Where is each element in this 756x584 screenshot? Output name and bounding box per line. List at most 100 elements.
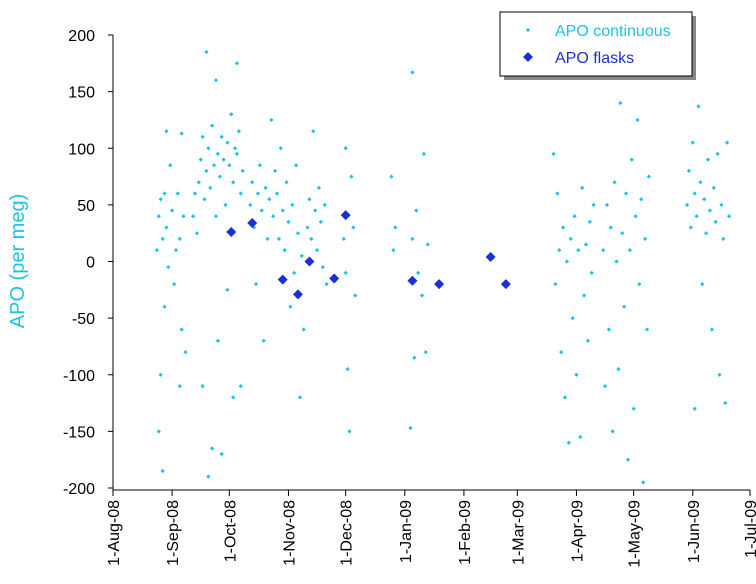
continuous-point (263, 185, 268, 191)
continuous-point (641, 480, 646, 485)
continuous-point (160, 236, 165, 241)
continuous-point (179, 327, 184, 332)
continuous-point (688, 225, 693, 230)
continuous-point (177, 236, 182, 241)
continuous-point (200, 134, 205, 140)
y-tick-label: -150 (63, 424, 95, 441)
continuous-point (646, 174, 652, 179)
continuous-point (698, 180, 703, 185)
continuous-point (269, 117, 274, 123)
continuous-point (173, 248, 179, 253)
y-tick-label: -50 (72, 311, 95, 328)
flask-point (407, 275, 418, 286)
continuous-point (194, 231, 200, 236)
continuous-point (271, 214, 276, 219)
x-tick-label: 1-Mar-09 (510, 500, 527, 565)
continuous-point (206, 146, 211, 151)
continuous-point (709, 327, 714, 332)
continuous-point (700, 282, 705, 287)
continuous-point (225, 140, 230, 145)
legend-label: APO flasks (555, 50, 634, 67)
continuous-point (320, 265, 325, 270)
continuous-point (711, 185, 716, 191)
continuous-point (282, 248, 287, 253)
continuous-point (419, 293, 425, 298)
continuous-point (158, 197, 163, 202)
continuous-point (580, 185, 585, 191)
continuous-point (642, 236, 648, 241)
continuous-point (629, 157, 634, 162)
continuous-point (156, 429, 161, 434)
continuous-point (564, 259, 570, 264)
continuous-point (393, 225, 398, 230)
continuous-point (408, 425, 413, 431)
x-tick-label: 1-May-09 (627, 500, 644, 568)
continuous-point (240, 168, 245, 174)
continuous-point (551, 151, 556, 157)
continuous-point (305, 225, 310, 230)
continuous-point (576, 248, 581, 253)
continuous-point (198, 157, 203, 162)
continuous-point (719, 202, 724, 207)
continuous-point (555, 191, 560, 196)
x-tick-label: 1-Apr-09 (569, 500, 586, 562)
continuous-point (234, 61, 240, 66)
continuous-point (602, 383, 608, 389)
continuous-point (633, 214, 638, 219)
continuous-point (560, 225, 566, 230)
y-tick-label: 200 (68, 28, 95, 45)
continuous-point (425, 242, 430, 247)
continuous-point (570, 316, 575, 321)
continuous-point (639, 197, 644, 202)
continuous-point (215, 338, 221, 343)
continuous-point (196, 180, 201, 185)
continuous-point (276, 236, 282, 241)
continuous-point (410, 236, 415, 241)
x-tick-label: 1-Oct-08 (222, 500, 239, 562)
x-tick-label: 1-Nov-08 (281, 500, 298, 566)
continuous-point (301, 327, 306, 332)
continuous-point (610, 429, 615, 434)
continuous-point (223, 202, 228, 207)
continuous-point (637, 282, 642, 287)
continuous-point (684, 202, 690, 207)
continuous-point (704, 231, 709, 236)
continuous-point (156, 214, 161, 219)
continuous-point (692, 406, 697, 411)
continuous-point (158, 372, 163, 377)
continuous-point (707, 208, 713, 213)
continuous-point (627, 248, 632, 253)
continuous-point (341, 236, 346, 241)
continuous-point (162, 304, 167, 309)
continuous-point (164, 225, 169, 230)
continuous-point (349, 174, 354, 179)
continuous-point (238, 191, 243, 196)
continuous-point (204, 49, 209, 55)
y-tick-label: 100 (68, 141, 95, 158)
continuous-point (614, 259, 619, 264)
continuous-point (190, 214, 196, 219)
flask-point (226, 227, 237, 238)
continuous-point (705, 157, 711, 162)
continuous-point (324, 282, 329, 287)
x-tick-label: 1-Jul-09 (743, 500, 756, 558)
continuous-point (562, 395, 568, 400)
continuous-point (702, 197, 707, 202)
continuous-point (585, 338, 591, 343)
flask-point (340, 210, 351, 221)
continuous-point (257, 163, 262, 168)
continuous-point (177, 383, 182, 389)
continuous-point (694, 214, 699, 219)
continuous-point (313, 208, 318, 213)
continuous-point (274, 191, 280, 196)
continuous-point (181, 214, 186, 219)
continuous-point (322, 202, 327, 207)
continuous-point (572, 214, 577, 219)
continuous-point (280, 208, 285, 213)
continuous-point (183, 349, 188, 355)
continuous-point (299, 253, 304, 258)
continuous-point (238, 383, 243, 389)
flask-point (434, 279, 445, 290)
continuous-point (192, 191, 198, 196)
legend-label: APO continuous (555, 23, 671, 40)
